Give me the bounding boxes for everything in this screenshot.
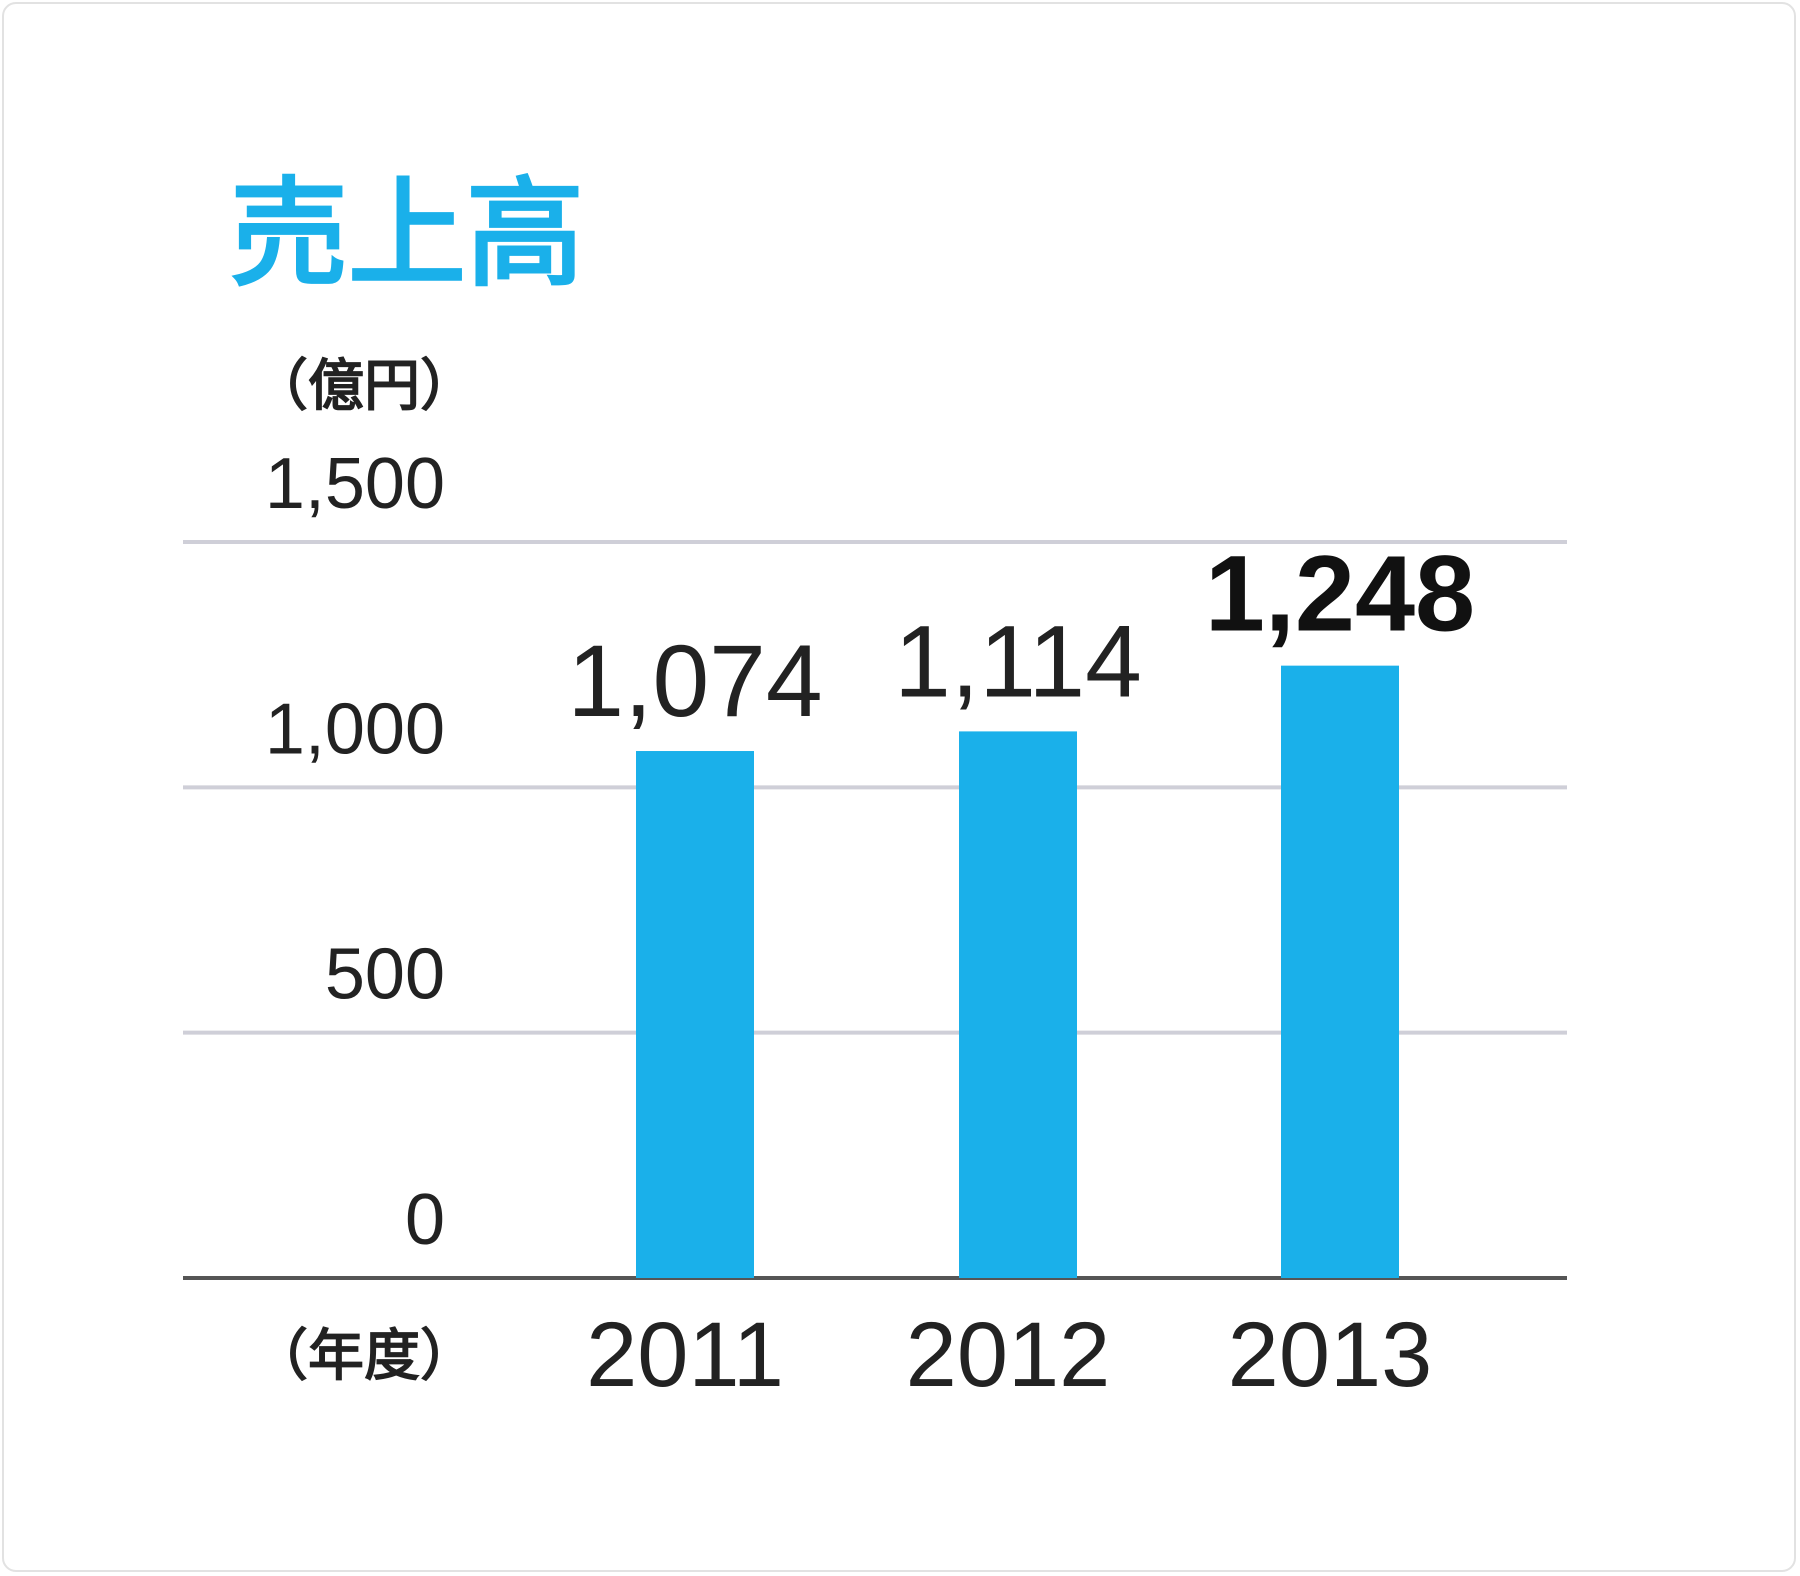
bar-2012 xyxy=(959,731,1077,1278)
value-label-2011: 1,074 xyxy=(567,624,822,738)
y-tick-label-1500: 1,500 xyxy=(265,444,445,524)
bar-2011 xyxy=(636,751,754,1278)
value-labels: 1,074 1,114 1,248 xyxy=(567,533,1475,738)
x-tick-label-2012: 2012 xyxy=(906,1304,1111,1406)
value-label-2013: 1,248 xyxy=(1205,533,1475,654)
y-tick-label-500: 500 xyxy=(325,935,445,1015)
y-tick-label-1000: 1,000 xyxy=(265,689,445,769)
y-tick-label-0: 0 xyxy=(405,1180,445,1260)
bars xyxy=(636,665,1399,1278)
value-label-2012: 1,114 xyxy=(894,604,1142,718)
y-axis-ticks: 0 500 1,000 1,500 xyxy=(265,444,445,1260)
x-tick-label-2011: 2011 xyxy=(586,1304,784,1406)
chart-title: 売上高 xyxy=(230,165,584,303)
x-tick-label-2013: 2013 xyxy=(1228,1304,1433,1406)
y-axis-unit-label: （億円） xyxy=(252,354,476,419)
x-axis-ticks: 2011 2012 2013 xyxy=(586,1304,1432,1406)
x-axis-label: （年度） xyxy=(252,1324,476,1389)
bar-2013 xyxy=(1281,665,1399,1278)
